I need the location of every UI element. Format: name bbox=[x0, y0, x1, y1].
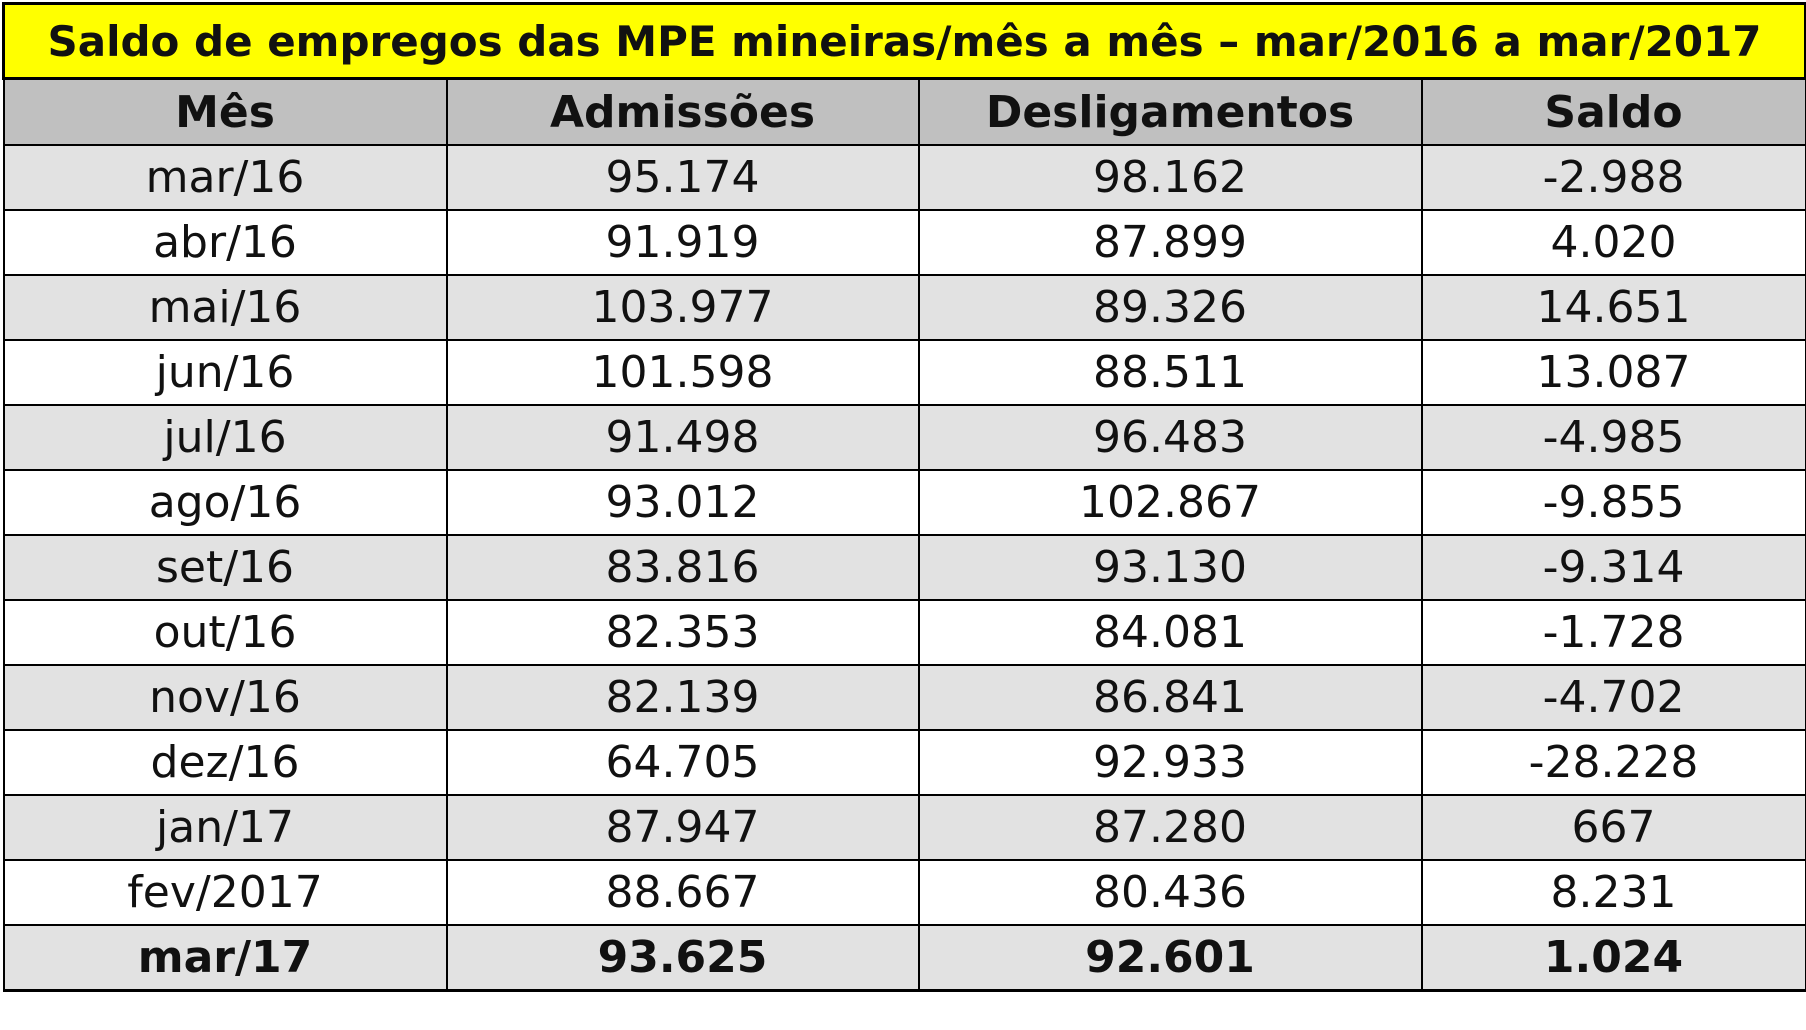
header-admissions: Admissões bbox=[445, 77, 920, 146]
table-row: jul/16 91.498 96.483 -4.985 bbox=[2, 404, 1806, 471]
cell-balance: 4.020 bbox=[1420, 209, 1806, 276]
cell-month: ago/16 bbox=[2, 469, 448, 536]
table-row: dez/16 64.705 92.933 -28.228 bbox=[2, 729, 1806, 796]
cell-admissions: 103.977 bbox=[445, 274, 920, 341]
cell-balance: 13.087 bbox=[1420, 339, 1806, 406]
cell-admissions: 82.353 bbox=[445, 599, 920, 666]
cell-balance: -9.314 bbox=[1420, 534, 1806, 601]
cell-month: fev/2017 bbox=[2, 859, 448, 926]
cell-month: mai/16 bbox=[2, 274, 448, 341]
header-month: Mês bbox=[2, 77, 448, 146]
cell-admissions: 101.598 bbox=[445, 339, 920, 406]
cell-balance: -4.985 bbox=[1420, 404, 1806, 471]
table-row: set/16 83.816 93.130 -9.314 bbox=[2, 534, 1806, 601]
total-cell-admissions: 93.625 bbox=[445, 924, 920, 992]
cell-month: nov/16 bbox=[2, 664, 448, 731]
cell-admissions: 64.705 bbox=[445, 729, 920, 796]
cell-dismissals: 96.483 bbox=[917, 404, 1423, 471]
cell-month: set/16 bbox=[2, 534, 448, 601]
cell-dismissals: 93.130 bbox=[917, 534, 1423, 601]
table-row: jan/17 87.947 87.280 667 bbox=[2, 794, 1806, 861]
table-row: ago/16 93.012 102.867 -9.855 bbox=[2, 469, 1806, 536]
cell-month: jun/16 bbox=[2, 339, 448, 406]
header-balance: Saldo bbox=[1420, 77, 1806, 146]
cell-balance: -2.988 bbox=[1420, 144, 1806, 211]
cell-balance: -1.728 bbox=[1420, 599, 1806, 666]
table-row: nov/16 82.139 86.841 -4.702 bbox=[2, 664, 1806, 731]
cell-admissions: 83.816 bbox=[445, 534, 920, 601]
cell-month: mar/16 bbox=[2, 144, 448, 211]
total-cell-month: mar/17 bbox=[2, 924, 448, 992]
cell-dismissals: 89.326 bbox=[917, 274, 1423, 341]
title-row: Saldo de empregos das MPE mineiras/mês a… bbox=[1, 2, 1806, 80]
cell-dismissals: 102.867 bbox=[917, 469, 1423, 536]
cell-balance: -9.855 bbox=[1420, 469, 1806, 536]
cell-dismissals: 87.899 bbox=[917, 209, 1423, 276]
total-cell-dismissals: 92.601 bbox=[917, 924, 1423, 992]
header-row: Mês Admissões Desligamentos Saldo bbox=[2, 77, 1806, 146]
cell-admissions: 88.667 bbox=[445, 859, 920, 926]
cell-month: jul/16 bbox=[2, 404, 448, 471]
cell-admissions: 87.947 bbox=[445, 794, 920, 861]
table-row: fev/2017 88.667 80.436 8.231 bbox=[2, 859, 1806, 926]
header-dismissals: Desligamentos bbox=[917, 77, 1423, 146]
cell-admissions: 93.012 bbox=[445, 469, 920, 536]
total-cell-balance: 1.024 bbox=[1420, 924, 1806, 992]
cell-admissions: 82.139 bbox=[445, 664, 920, 731]
cell-dismissals: 98.162 bbox=[917, 144, 1423, 211]
table-title: Saldo de empregos das MPE mineiras/mês a… bbox=[1, 2, 1806, 80]
cell-dismissals: 87.280 bbox=[917, 794, 1423, 861]
cell-balance: 8.231 bbox=[1420, 859, 1806, 926]
table-row-total: mar/17 93.625 92.601 1.024 bbox=[2, 924, 1806, 992]
table-row: mar/16 95.174 98.162 -2.988 bbox=[2, 144, 1806, 211]
employment-balance-table: Saldo de empregos das MPE mineiras/mês a… bbox=[1, 2, 1806, 992]
table-row: abr/16 91.919 87.899 4.020 bbox=[2, 209, 1806, 276]
cell-month: jan/17 bbox=[2, 794, 448, 861]
cell-balance: -4.702 bbox=[1420, 664, 1806, 731]
cell-dismissals: 88.511 bbox=[917, 339, 1423, 406]
table-row: mai/16 103.977 89.326 14.651 bbox=[2, 274, 1806, 341]
cell-dismissals: 86.841 bbox=[917, 664, 1423, 731]
cell-balance: 667 bbox=[1420, 794, 1806, 861]
cell-month: abr/16 bbox=[2, 209, 448, 276]
cell-balance: 14.651 bbox=[1420, 274, 1806, 341]
cell-admissions: 91.498 bbox=[445, 404, 920, 471]
cell-balance: -28.228 bbox=[1420, 729, 1806, 796]
cell-dismissals: 84.081 bbox=[917, 599, 1423, 666]
cell-dismissals: 92.933 bbox=[917, 729, 1423, 796]
cell-admissions: 91.919 bbox=[445, 209, 920, 276]
cell-admissions: 95.174 bbox=[445, 144, 920, 211]
cell-month: out/16 bbox=[2, 599, 448, 666]
table-row: jun/16 101.598 88.511 13.087 bbox=[2, 339, 1806, 406]
cell-dismissals: 80.436 bbox=[917, 859, 1423, 926]
table-row: out/16 82.353 84.081 -1.728 bbox=[2, 599, 1806, 666]
cell-month: dez/16 bbox=[2, 729, 448, 796]
